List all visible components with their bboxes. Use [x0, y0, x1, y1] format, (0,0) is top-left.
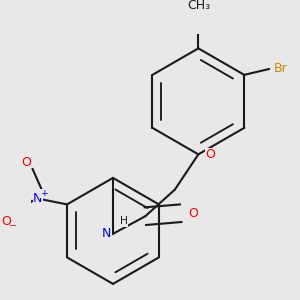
Text: N: N [102, 227, 112, 240]
Text: O: O [1, 215, 11, 228]
Text: Br: Br [274, 62, 287, 76]
Text: H: H [120, 217, 128, 226]
Text: O: O [188, 207, 198, 220]
Text: N: N [33, 192, 42, 205]
Text: CH₃: CH₃ [187, 0, 210, 12]
Text: O: O [21, 156, 31, 169]
Text: O: O [206, 148, 216, 161]
Text: −: − [9, 220, 16, 230]
Text: +: + [40, 189, 48, 198]
